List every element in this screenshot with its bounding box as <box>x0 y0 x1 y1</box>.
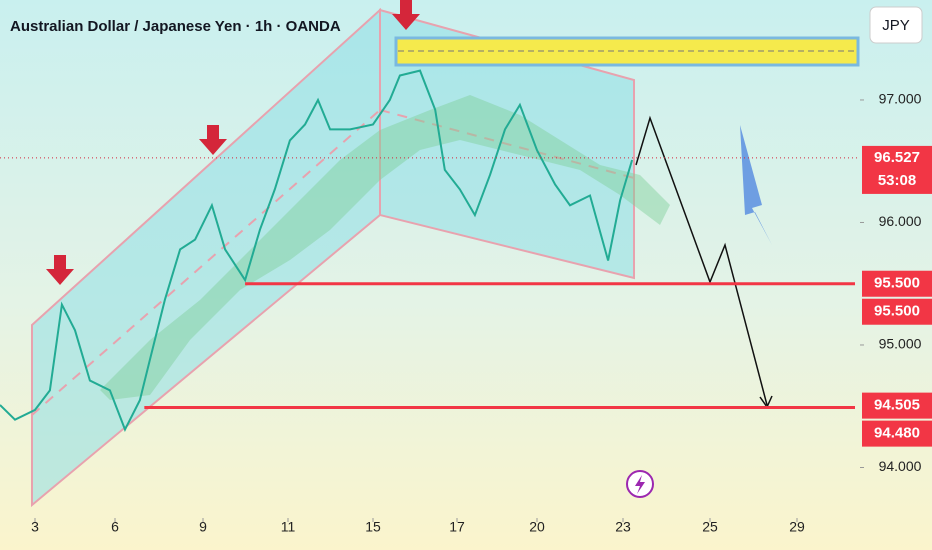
x-tick-label: 17 <box>449 519 465 535</box>
price-tag-label: 95.500 <box>874 275 920 292</box>
channel-midline <box>379 109 635 179</box>
x-tick-label: 20 <box>529 519 545 535</box>
x-tick-label: 29 <box>789 519 805 535</box>
price-tag <box>862 392 932 419</box>
price-line <box>0 69 634 432</box>
y-tick-label: 95.000 <box>879 336 922 352</box>
channel-midline <box>31 109 381 416</box>
currency-label: JPY <box>882 17 910 34</box>
price-tag-label: 94.480 <box>874 425 920 442</box>
x-tick-label: 3 <box>31 519 39 535</box>
current-price-label: 96.527 <box>874 149 920 166</box>
price-tag-label: 94.505 <box>874 397 920 414</box>
marker-arrows <box>46 0 420 285</box>
projection-path <box>635 115 768 406</box>
currency-button[interactable] <box>869 6 923 44</box>
chart-title: Australian Dollar / Japanese Yen · 1h · … <box>10 18 341 35</box>
price-tag <box>862 298 932 325</box>
countdown-label: 53:08 <box>878 172 916 189</box>
y-tick-label: 94.000 <box>879 458 922 474</box>
direction-arrow <box>740 125 772 245</box>
price-tag <box>862 420 932 447</box>
x-tick-label: 15 <box>365 519 381 535</box>
y-tick-label: 97.000 <box>879 91 922 107</box>
price-tag-label: 95.500 <box>874 303 920 320</box>
x-tick-label: 9 <box>199 519 207 535</box>
current-price-tag <box>862 145 932 194</box>
x-tick-label: 6 <box>111 519 119 535</box>
x-tick-label: 11 <box>281 519 296 535</box>
x-tick-label: 25 <box>702 519 718 535</box>
y-tick-label: 96.000 <box>879 213 922 229</box>
price-tag <box>862 270 932 297</box>
ichimoku-cloud <box>100 95 670 400</box>
x-tick-label: 23 <box>615 519 631 535</box>
event-icon-bolt <box>635 475 645 494</box>
